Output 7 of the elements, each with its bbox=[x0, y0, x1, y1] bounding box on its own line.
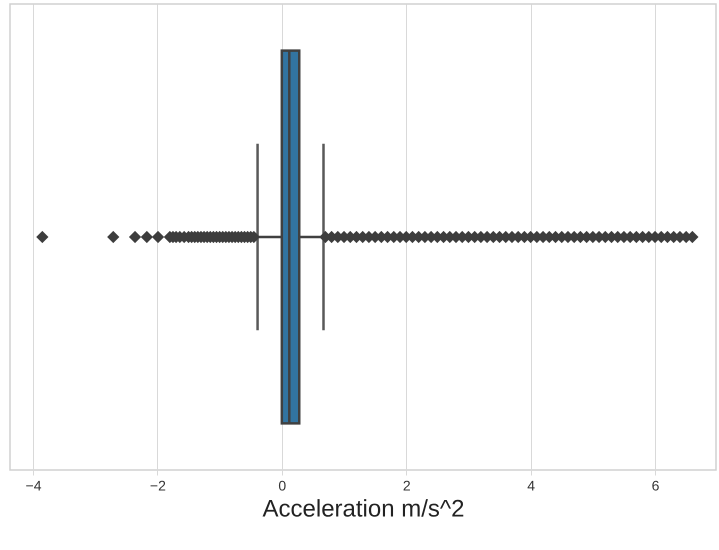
x-tick-label: −4 bbox=[26, 478, 42, 494]
x-tick-label: −2 bbox=[150, 478, 166, 494]
x-tick-label: 0 bbox=[278, 478, 286, 494]
x-tick-label: 2 bbox=[402, 478, 411, 494]
x-tick-label: 4 bbox=[527, 478, 536, 494]
x-axis-title: Acceleration m/s^2 bbox=[262, 496, 465, 522]
x-tick-label: 6 bbox=[652, 478, 660, 494]
